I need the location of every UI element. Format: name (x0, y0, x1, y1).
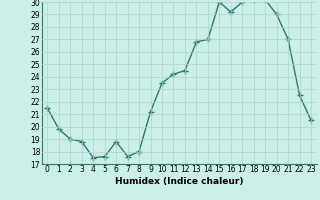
X-axis label: Humidex (Indice chaleur): Humidex (Indice chaleur) (115, 177, 244, 186)
